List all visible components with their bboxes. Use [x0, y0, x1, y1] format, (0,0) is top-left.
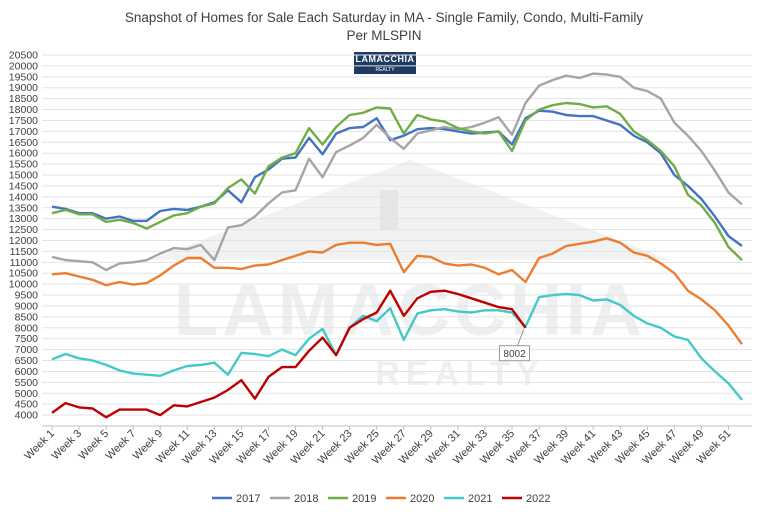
- series-line-2022: [51, 289, 527, 419]
- y-tick-label: 11000: [10, 257, 39, 269]
- y-tick-label: 6000: [15, 366, 39, 378]
- annotation: 8002: [499, 329, 530, 362]
- legend-label-2019: 2019: [352, 493, 376, 505]
- y-tick-label: 9000: [15, 300, 39, 312]
- y-tick-label: 8000: [15, 322, 39, 334]
- legend-label-2017: 2017: [236, 493, 260, 505]
- y-tick-label: 6500: [15, 355, 39, 367]
- logo-subtext: REALTY: [375, 67, 395, 73]
- chart-title: Snapshot of Homes for Sale Each Saturday…: [124, 10, 644, 25]
- y-tick-label: 18000: [9, 104, 38, 116]
- y-tick-label: 4000: [15, 410, 39, 422]
- y-tick-label: 15500: [9, 159, 38, 171]
- series-line-2021: [51, 292, 743, 401]
- series-line-2019: [51, 101, 743, 261]
- y-tick-label: 13000: [9, 213, 38, 225]
- y-tick-label: 12500: [9, 224, 38, 236]
- y-tick-label: 17500: [9, 115, 38, 127]
- y-tick-label: 14000: [9, 191, 38, 203]
- legend-label-2021: 2021: [468, 493, 492, 505]
- y-tick-label: 7500: [15, 333, 39, 345]
- series-line-2017: [51, 109, 743, 247]
- y-tick-label: 8500: [15, 311, 39, 323]
- y-tick-label: 20000: [9, 60, 38, 72]
- y-tick-label: 5500: [15, 377, 39, 389]
- grid: [42, 54, 752, 416]
- series-line-2018: [51, 72, 743, 272]
- legend-label-2020: 2020: [410, 493, 434, 505]
- legend: 2017 2018 2019 2020 2021 2022: [212, 493, 550, 505]
- legend-label-2018: 2018: [294, 493, 318, 505]
- y-tick-label: 20500: [9, 50, 38, 62]
- y-tick-label: 10500: [9, 268, 38, 280]
- y-axis: 4000450050005500600065007000750080008500…: [9, 50, 38, 422]
- y-tick-label: 5000: [15, 388, 39, 400]
- y-tick-label: 11500: [10, 246, 39, 258]
- y-tick-label: 10000: [9, 279, 38, 291]
- y-tick-label: 18500: [9, 93, 38, 105]
- logo-text: LAMACCHIA: [355, 54, 415, 64]
- series-lines: [51, 72, 743, 419]
- annotation-box: [499, 345, 530, 362]
- y-tick-label: 15000: [9, 170, 38, 182]
- y-tick-label: 12000: [9, 235, 38, 247]
- lamacchia-logo: LAMACCHIA REALTY: [354, 52, 416, 74]
- y-tick-label: 13500: [9, 202, 38, 214]
- annotation-label: 8002: [503, 349, 526, 360]
- y-tick-label: 7000: [15, 344, 39, 356]
- chart-subtitle: Per MLSPIN: [346, 28, 422, 43]
- y-tick-label: 16500: [9, 137, 38, 149]
- annotation-leader: [517, 329, 524, 346]
- y-tick-label: 19000: [9, 82, 38, 94]
- y-tick-label: 4500: [15, 399, 39, 411]
- y-tick-label: 16000: [9, 148, 38, 160]
- series-line-2020: [51, 237, 743, 345]
- y-tick-label: 14500: [9, 180, 38, 192]
- y-tick-label: 9500: [15, 290, 39, 302]
- y-tick-label: 19500: [9, 71, 38, 83]
- y-tick-label: 17000: [9, 126, 38, 138]
- legend-label-2022: 2022: [526, 493, 550, 505]
